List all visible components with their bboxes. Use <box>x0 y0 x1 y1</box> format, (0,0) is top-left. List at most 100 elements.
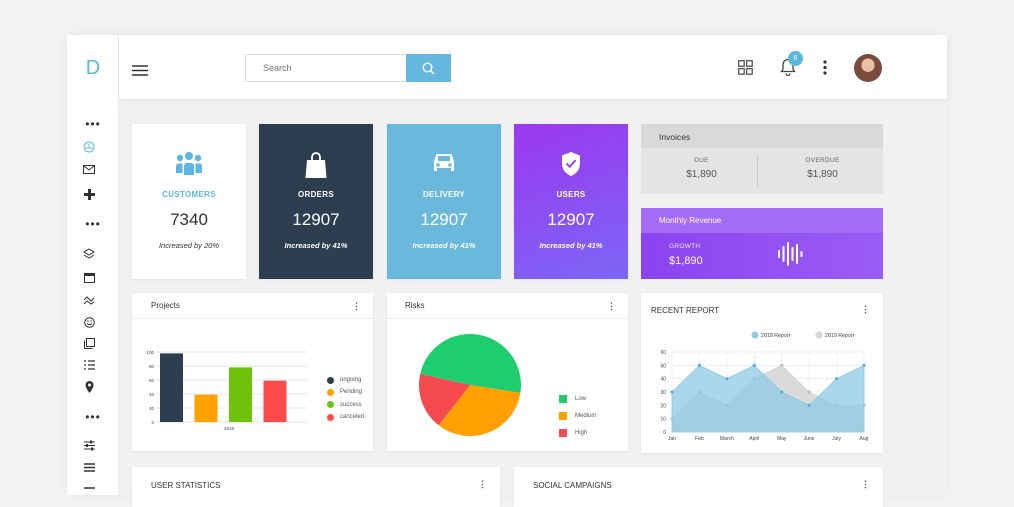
sidebar: D ••• ••• ••• <box>67 35 119 495</box>
search-button[interactable] <box>406 54 451 82</box>
search-input[interactable] <box>245 54 407 82</box>
legend-dot <box>815 331 823 339</box>
x-tick-label: March <box>720 436 734 442</box>
legend-label: Low <box>575 395 587 402</box>
data-point <box>725 377 729 381</box>
panel-divider <box>387 318 628 319</box>
revenue-title: Monthly Revenue <box>641 208 883 233</box>
projects-legend: ongoing Pending success canceled <box>327 374 364 423</box>
y-tick-label: 30 <box>660 390 666 396</box>
legend-label: 2018 Report <box>761 333 791 339</box>
more-vertical-icon[interactable] <box>823 60 827 80</box>
apps-grid-icon[interactable] <box>738 60 753 80</box>
avatar[interactable] <box>854 54 882 82</box>
legend-item: success <box>327 399 364 411</box>
legend-label: High <box>575 429 588 436</box>
minus-icon[interactable] <box>83 482 95 494</box>
growth-value: $1,890 <box>669 255 703 267</box>
due-label: DUE <box>694 157 709 164</box>
legend-label: Pending <box>340 389 363 396</box>
orders-card[interactable]: ORDERS 12907 Increased by 41% <box>259 124 373 279</box>
data-point <box>807 403 811 407</box>
gamepad-icon[interactable] <box>83 188 95 200</box>
data-point <box>862 363 866 367</box>
recent-report-area-chart: 0 10 20 30 40 50 60 Jan Feb March April May June July… <box>660 331 869 442</box>
monthly-revenue-card[interactable]: Monthly Revenue GROWTH $1,890 <box>641 208 883 279</box>
customers-sub: Increased by 20% <box>158 241 220 250</box>
y-tick-label: 0 <box>663 430 666 436</box>
invoices-due: DUE $1,890 <box>641 157 762 180</box>
x-tick-label: July <box>832 436 841 442</box>
risks-menu-icon[interactable]: ⋮ <box>607 301 616 311</box>
projects-title: Projects <box>151 301 180 310</box>
y-tick-label: 80 <box>149 364 155 369</box>
y-tick-label: 20 <box>149 406 155 411</box>
y-tick-label: 20 <box>660 403 666 409</box>
legend-label: success <box>340 401 362 408</box>
risks-panel: Risks ⋮ Low Medium High <box>387 293 628 451</box>
more-icon[interactable]: ••• <box>85 217 101 231</box>
bar-ongoing <box>160 353 183 422</box>
sliders-icon[interactable] <box>83 439 95 451</box>
y-tick-label: 40 <box>149 392 155 397</box>
recent-report-panel: RECENT REPORT ⋮ 0 10 20 30 40 50 60 Jan Feb March… <box>641 293 883 453</box>
overdue-value: $1,890 <box>807 169 838 180</box>
soundwave-icon <box>778 242 803 266</box>
invoices-card[interactable]: Invoices DUE $1,890 OVERDUE $1,890 <box>641 124 883 194</box>
invoices-title: Invoices <box>641 124 883 148</box>
x-tick-label: June <box>804 436 815 442</box>
dashboard-icon[interactable] <box>83 141 95 153</box>
bar-pending <box>194 394 218 422</box>
social-campaigns-menu-icon[interactable]: ⋮ <box>861 479 870 489</box>
legend-item: Low <box>559 390 596 407</box>
legend-dot <box>327 401 334 409</box>
hamburger-menu-icon[interactable] <box>132 63 148 76</box>
x-tick-label: April <box>749 436 759 442</box>
social-campaigns-panel: SOCIAL CAMPAIGNS ⋮ <box>514 467 883 507</box>
smiley-icon[interactable] <box>83 316 95 328</box>
mail-icon[interactable] <box>83 164 95 176</box>
more-icon[interactable]: ••• <box>85 117 101 131</box>
dashboard-window: D ••• ••• ••• 6 CUSTOMERS 7340 Increas <box>67 35 947 507</box>
legend-item: ongoing <box>327 374 364 386</box>
x-tick-label: Feb <box>695 436 704 442</box>
map-pin-icon[interactable] <box>83 381 95 393</box>
legend-swatch <box>559 428 567 437</box>
topbar: 6 <box>119 35 947 99</box>
bar-canceled <box>263 380 287 422</box>
data-point <box>834 377 839 381</box>
data-point <box>780 363 784 367</box>
orders-value: 12907 <box>292 210 340 229</box>
shopping-bag-icon <box>259 151 373 179</box>
risks-title: Risks <box>405 301 425 310</box>
projects-menu-icon[interactable]: ⋮ <box>352 301 361 311</box>
invoices-overdue: OVERDUE $1,890 <box>762 157 883 180</box>
layers-icon[interactable] <box>83 248 95 260</box>
customers-card[interactable]: CUSTOMERS 7340 Increased by 20% <box>132 124 246 279</box>
delivery-card[interactable]: DELIVERY 12907 Increased by 41% <box>387 124 501 279</box>
data-point <box>807 390 811 394</box>
users-card[interactable]: USERS 12907 Increased by 41% <box>514 124 628 279</box>
more-icon[interactable]: ••• <box>85 410 101 424</box>
menu-lines-icon[interactable] <box>83 461 95 473</box>
recent-report-menu-icon[interactable]: ⋮ <box>861 304 870 314</box>
invoices-divider <box>757 155 758 187</box>
trend-icon[interactable] <box>83 294 95 306</box>
user-statistics-panel: USER STATISTICS ⋮ <box>132 467 500 507</box>
search-icon <box>422 61 435 75</box>
app-logo[interactable]: D <box>85 57 101 79</box>
list-icon[interactable] <box>83 359 95 371</box>
legend-swatch <box>559 411 567 420</box>
user-statistics-title: USER STATISTICS <box>151 481 221 490</box>
orders-sub: Increased by 41% <box>284 241 348 250</box>
users-sub: Increased by 41% <box>539 241 603 250</box>
users-icon <box>132 151 246 177</box>
calendar-icon[interactable] <box>83 271 95 283</box>
user-statistics-menu-icon[interactable]: ⋮ <box>478 479 487 489</box>
social-campaigns-title: SOCIAL CAMPAIGNS <box>533 481 612 490</box>
copy-icon[interactable] <box>83 337 95 349</box>
delivery-value: 12907 <box>420 210 468 229</box>
y-tick-label: 50 <box>660 363 666 369</box>
pie-slice-medium <box>438 385 521 436</box>
legend-label: canceled <box>340 414 365 421</box>
